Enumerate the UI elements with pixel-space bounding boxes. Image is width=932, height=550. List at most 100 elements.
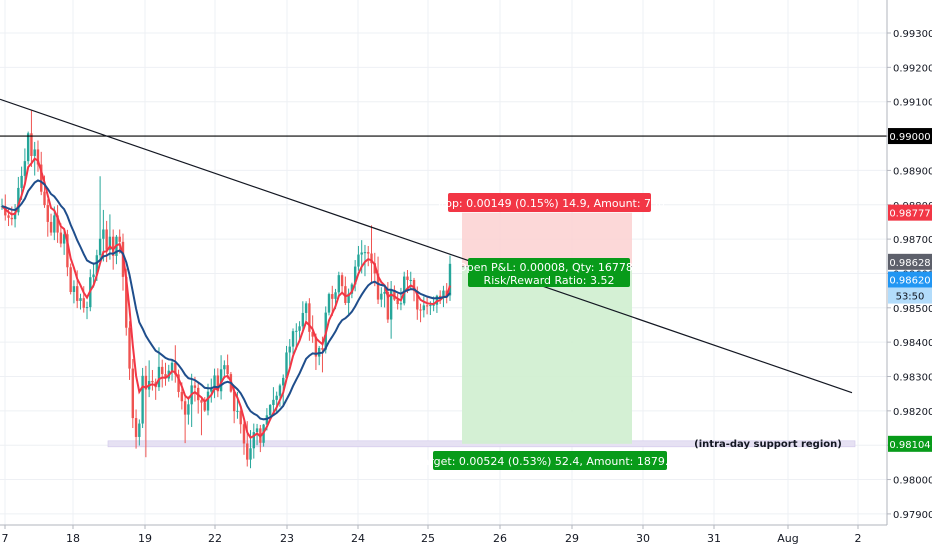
candle-body bbox=[49, 221, 53, 233]
candle bbox=[301, 301, 305, 333]
target-badge[interactable]: Target: 0.00524 (0.53%) 52.4, Amount: 18… bbox=[417, 451, 683, 470]
candle bbox=[183, 395, 187, 444]
candle-body bbox=[79, 298, 82, 301]
time-tick-label: 30 bbox=[636, 532, 650, 545]
candle-body bbox=[363, 252, 367, 254]
candle-body bbox=[40, 164, 43, 192]
candle-body bbox=[17, 187, 20, 213]
candle-body bbox=[412, 279, 416, 291]
time-tick-label: 2 bbox=[855, 532, 862, 545]
candle-body bbox=[10, 217, 14, 220]
candle-body bbox=[36, 149, 40, 165]
stop-badge-label: Stop: 0.00149 (0.15%) 14.9, Amount: 750 bbox=[434, 197, 665, 210]
candle bbox=[383, 285, 386, 308]
candle-body bbox=[144, 375, 148, 390]
candle-body bbox=[151, 380, 154, 383]
candle-body bbox=[76, 286, 79, 301]
candles bbox=[0, 110, 452, 469]
candle-body bbox=[252, 432, 255, 449]
countdown-badge: 53:50 bbox=[888, 287, 932, 304]
risk-reward-label: Risk/Reward Ratio: 3.52 bbox=[484, 274, 615, 287]
candle-body bbox=[164, 374, 167, 379]
candle bbox=[72, 280, 76, 304]
candle-body bbox=[118, 236, 121, 242]
candle-body bbox=[134, 418, 138, 437]
candle bbox=[17, 176, 20, 216]
candle bbox=[396, 293, 399, 310]
candle-body bbox=[69, 267, 72, 292]
candle bbox=[170, 358, 174, 381]
candle bbox=[337, 271, 341, 296]
candle-body bbox=[422, 305, 426, 311]
time-tick-label: 7 bbox=[2, 532, 9, 545]
candle-body bbox=[278, 385, 282, 396]
candle-body bbox=[30, 133, 33, 156]
time-tick-label: 31 bbox=[707, 532, 721, 545]
candle-body bbox=[174, 362, 177, 375]
target-price-label: 0.98104 bbox=[889, 440, 930, 451]
candle bbox=[190, 373, 193, 427]
price-tick-label: 0.99300 bbox=[893, 29, 932, 40]
candle-body bbox=[255, 428, 259, 433]
candle-body bbox=[416, 290, 419, 310]
candle bbox=[327, 292, 331, 316]
stop-badge[interactable]: Stop: 0.00149 (0.15%) 14.9, Amount: 750 bbox=[434, 193, 665, 212]
pnl-badge[interactable]: Open P&L: 0.00008, Qty: 167785 Risk/Rewa… bbox=[458, 258, 640, 287]
stop-price-label: 0.98777 bbox=[889, 209, 930, 220]
candle-body bbox=[376, 273, 380, 300]
candle-body bbox=[13, 212, 17, 220]
candle-body bbox=[275, 395, 278, 400]
candle-body bbox=[308, 303, 311, 332]
candle bbox=[200, 396, 203, 436]
candle-body bbox=[331, 294, 334, 299]
candle-body bbox=[20, 175, 23, 188]
candle-body bbox=[389, 289, 393, 320]
candle-body bbox=[448, 263, 452, 296]
price-tick-label: 0.98400 bbox=[893, 338, 932, 349]
candle bbox=[157, 347, 161, 391]
candle bbox=[49, 213, 53, 236]
candle-body bbox=[425, 305, 429, 307]
open-pnl-label: Open P&L: 0.00008, Qty: 167785 bbox=[458, 261, 640, 274]
candle-body bbox=[242, 424, 246, 444]
fast-moving-average-line bbox=[1, 157, 451, 440]
candle-body bbox=[95, 255, 99, 275]
candle-body bbox=[219, 369, 223, 392]
candle-body bbox=[98, 238, 102, 256]
candle-body bbox=[210, 388, 213, 392]
candle bbox=[26, 131, 30, 165]
candle-body bbox=[138, 423, 141, 437]
entry-price-label: 0.98620 bbox=[889, 276, 930, 287]
price-tick-label: 0.98900 bbox=[893, 166, 932, 177]
candle-body bbox=[66, 234, 69, 268]
candle-body bbox=[59, 232, 63, 244]
candle-body bbox=[337, 275, 341, 293]
candle-body bbox=[4, 206, 7, 216]
candle bbox=[340, 272, 344, 294]
candle-body bbox=[85, 307, 89, 309]
candle-body bbox=[340, 275, 344, 287]
candle bbox=[131, 358, 134, 429]
descending-trendline[interactable] bbox=[0, 98, 853, 394]
candle bbox=[213, 368, 216, 399]
candle-body bbox=[203, 402, 206, 411]
candle-body bbox=[360, 252, 363, 255]
candle-body bbox=[7, 215, 10, 218]
candle-body bbox=[432, 304, 435, 306]
time-tick-label: 26 bbox=[493, 532, 507, 545]
time-tick-label: 19 bbox=[138, 532, 152, 545]
candle-body bbox=[92, 274, 95, 278]
time-tick-label: 23 bbox=[280, 532, 294, 545]
candle bbox=[278, 383, 282, 407]
countdown-label: 53:50 bbox=[896, 292, 925, 303]
candle-body bbox=[23, 161, 27, 176]
candle bbox=[13, 204, 17, 228]
candle-body bbox=[419, 309, 422, 311]
candle bbox=[85, 301, 89, 320]
candle-body bbox=[187, 404, 190, 415]
candle bbox=[197, 383, 200, 414]
candle bbox=[272, 387, 275, 415]
candle bbox=[161, 359, 164, 388]
candle bbox=[226, 354, 229, 379]
